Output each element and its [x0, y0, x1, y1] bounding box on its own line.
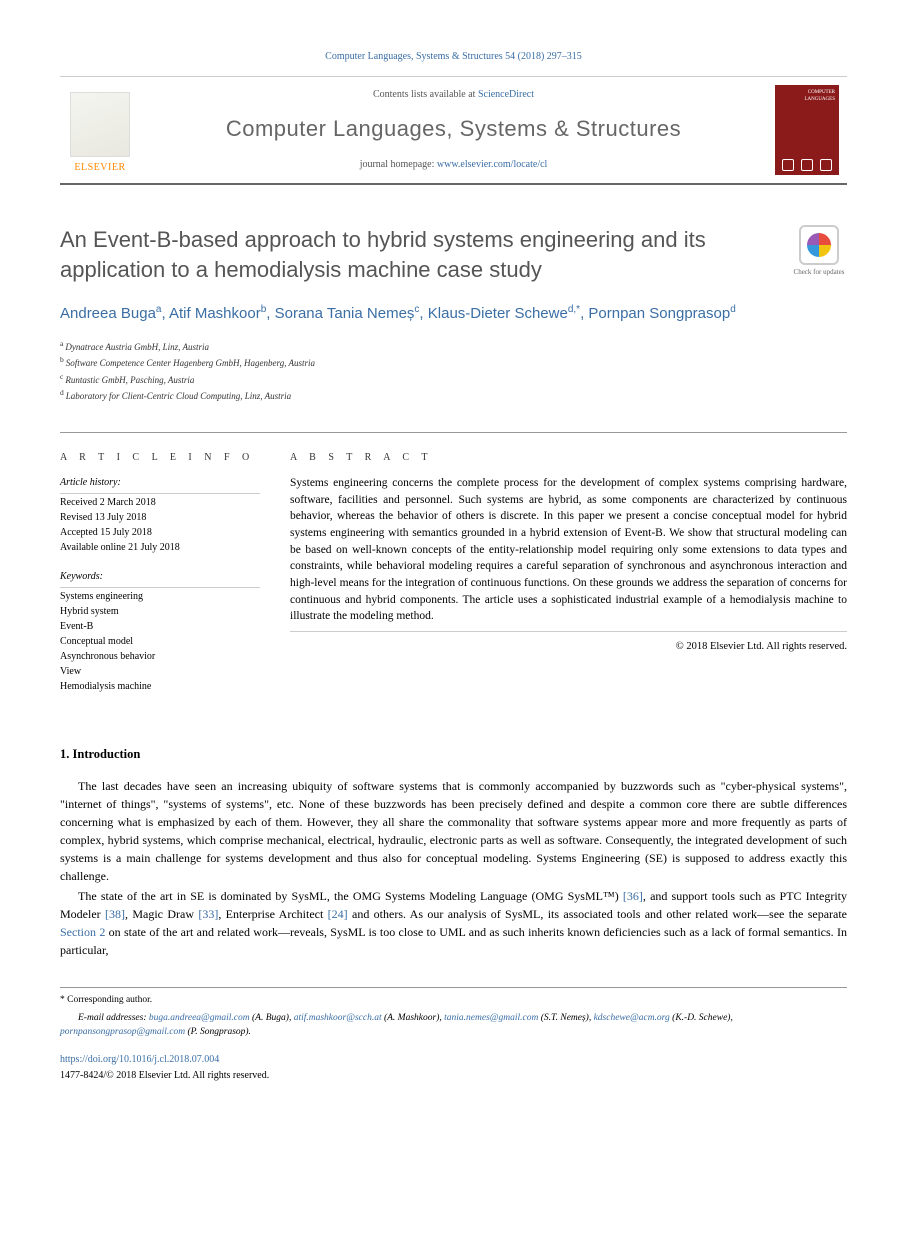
affiliation: cRuntastic GmbH, Pasching, Austria: [60, 371, 847, 388]
author-list: Andreea Bugaa, Atif Mashkoorb, Sorana Ta…: [60, 302, 847, 326]
abstract-column: A B S T R A C T Systems engineering conc…: [290, 451, 847, 708]
elsevier-tree-icon: [70, 92, 130, 157]
section-heading: 1. Introduction: [60, 746, 847, 764]
check-updates-label: Check for updates: [794, 268, 845, 276]
history-item: Received 2 March 2018: [60, 495, 260, 510]
publisher-logo: ELSEVIER: [60, 77, 140, 183]
email-link[interactable]: kdschewe@acm.org: [594, 1013, 670, 1023]
reference-link[interactable]: [24]: [328, 907, 348, 921]
keywords-heading: Keywords:: [60, 569, 260, 588]
abstract-copyright: © 2018 Elsevier Ltd. All rights reserved…: [290, 640, 847, 655]
check-updates-badge[interactable]: Check for updates: [791, 225, 847, 278]
section-link[interactable]: Section 2: [60, 925, 105, 939]
history-heading: Article history:: [60, 475, 260, 494]
cover-icon: [820, 159, 832, 171]
email-addresses: E-mail addresses: buga.andreea@gmail.com…: [60, 1011, 847, 1040]
corresponding-author-note: * Corresponding author.: [60, 994, 847, 1007]
publisher-name: ELSEVIER: [74, 161, 125, 175]
abstract-text: Systems engineering concerns the complet…: [290, 475, 847, 632]
email-link[interactable]: pornpansongprasop@gmail.com: [60, 1027, 185, 1037]
cover-icon: [801, 159, 813, 171]
crossmark-icon: [807, 233, 831, 257]
homepage-url[interactable]: www.elsevier.com/locate/cl: [437, 159, 547, 170]
paragraph: The state of the art in SE is dominated …: [60, 887, 847, 959]
keyword: Conceptual model: [60, 634, 260, 649]
keyword: View: [60, 664, 260, 679]
footer-copyright: 1477-8424/© 2018 Elsevier Ltd. All right…: [60, 1069, 847, 1083]
history-item: Available online 21 July 2018: [60, 540, 260, 555]
abstract-heading: A B S T R A C T: [290, 451, 847, 465]
keyword: Systems engineering: [60, 589, 260, 604]
homepage-line: journal homepage: www.elsevier.com/locat…: [140, 158, 767, 172]
history-item: Accepted 15 July 2018: [60, 525, 260, 540]
author: Andreea Bugaa: [60, 305, 161, 322]
keyword: Event-B: [60, 619, 260, 634]
footer-block: * Corresponding author. E-mail addresses…: [60, 987, 847, 1083]
journal-cover-thumbnail: COMPUTER LANGUAGES: [767, 77, 847, 183]
keyword: Asynchronous behavior: [60, 649, 260, 664]
keyword: Hemodialysis machine: [60, 679, 260, 694]
affiliation: bSoftware Competence Center Hagenberg Gm…: [60, 354, 847, 371]
emails-label: E-mail addresses:: [78, 1013, 149, 1023]
contents-prefix: Contents lists available at: [373, 89, 478, 100]
journal-title: Computer Languages, Systems & Structures: [140, 114, 767, 145]
body-text: The last decades have seen an increasing…: [60, 777, 847, 959]
contents-available-line: Contents lists available at ScienceDirec…: [140, 88, 767, 102]
reference-link[interactable]: [33]: [198, 907, 218, 921]
article-title: An Event-B-based approach to hybrid syst…: [60, 225, 771, 284]
affiliation: dLaboratory for Client-Centric Cloud Com…: [60, 387, 847, 404]
article-info-column: A R T I C L E I N F O Article history: R…: [60, 451, 260, 708]
author: Atif Mashkoorb: [169, 305, 266, 322]
affiliation: aDynatrace Austria GmbH, Linz, Austria: [60, 338, 847, 355]
author: Sorana Tania Nemeșc: [275, 305, 420, 322]
email-link[interactable]: atif.mashkoor@scch.at: [294, 1013, 382, 1023]
keyword: Hybrid system: [60, 604, 260, 619]
paragraph: The last decades have seen an increasing…: [60, 777, 847, 885]
email-link[interactable]: tania.nemes@gmail.com: [444, 1013, 538, 1023]
author: Klaus-Dieter Schewed,*: [428, 305, 580, 322]
email-link[interactable]: buga.andreea@gmail.com: [149, 1013, 250, 1023]
history-item: Revised 13 July 2018: [60, 510, 260, 525]
article-info-heading: A R T I C L E I N F O: [60, 451, 260, 465]
sciencedirect-link[interactable]: ScienceDirect: [478, 89, 534, 100]
cover-icon: [782, 159, 794, 171]
affiliations-list: aDynatrace Austria GmbH, Linz, Austria b…: [60, 338, 847, 404]
cover-label: COMPUTER LANGUAGES: [779, 89, 835, 103]
citation-line: Computer Languages, Systems & Structures…: [60, 50, 847, 64]
author: Pornpan Songprasopd: [588, 305, 735, 322]
homepage-prefix: journal homepage:: [360, 159, 437, 170]
journal-header: ELSEVIER Contents lists available at Sci…: [60, 76, 847, 185]
reference-link[interactable]: [36]: [623, 889, 643, 903]
reference-link[interactable]: [38]: [105, 907, 125, 921]
doi-link[interactable]: https://doi.org/10.1016/j.cl.2018.07.004: [60, 1053, 847, 1067]
